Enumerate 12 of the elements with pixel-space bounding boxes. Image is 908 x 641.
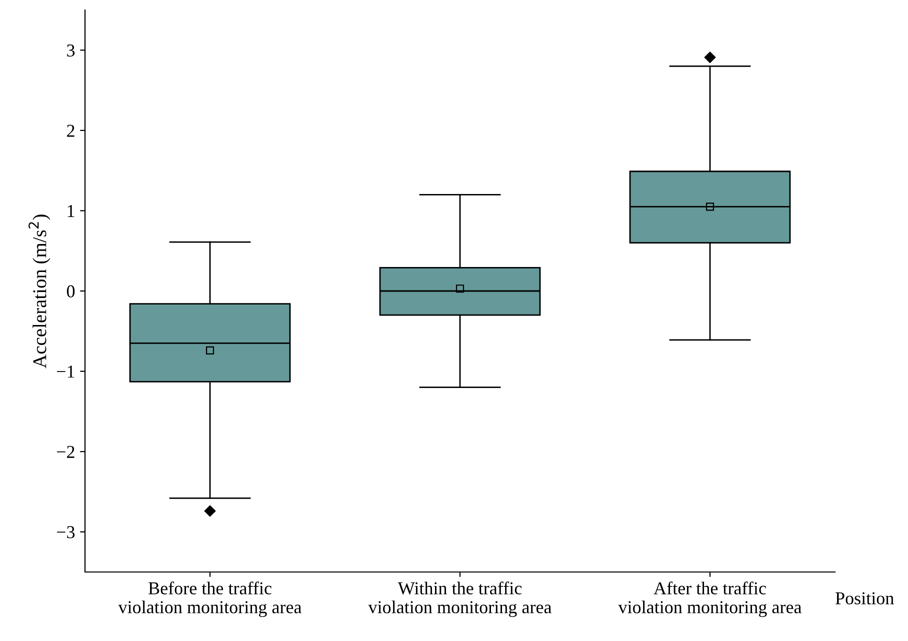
x-tick-label: Before the traffic violation monitoring area — [118, 582, 302, 618]
y-tick-label: 1 — [68, 205, 74, 217]
y-tick-label: −1 — [56, 366, 74, 378]
y-tick-label: 2 — [67, 124, 74, 137]
y-tick-label: 0 — [66, 285, 75, 298]
x-tick-label: Within the traffic violation monitoring area — [368, 582, 552, 618]
y-axis-title: Acceleration (m/s$^{2}$) — [28, 214, 50, 368]
y-tick-label: 3 — [67, 44, 75, 57]
x-tick-label: After the traffic violation monitoring area — [618, 582, 802, 618]
y-tick-label: −3 — [56, 526, 75, 538]
y-tick-label: −2 — [56, 446, 74, 458]
x-axis-title: Position — [836, 592, 894, 604]
